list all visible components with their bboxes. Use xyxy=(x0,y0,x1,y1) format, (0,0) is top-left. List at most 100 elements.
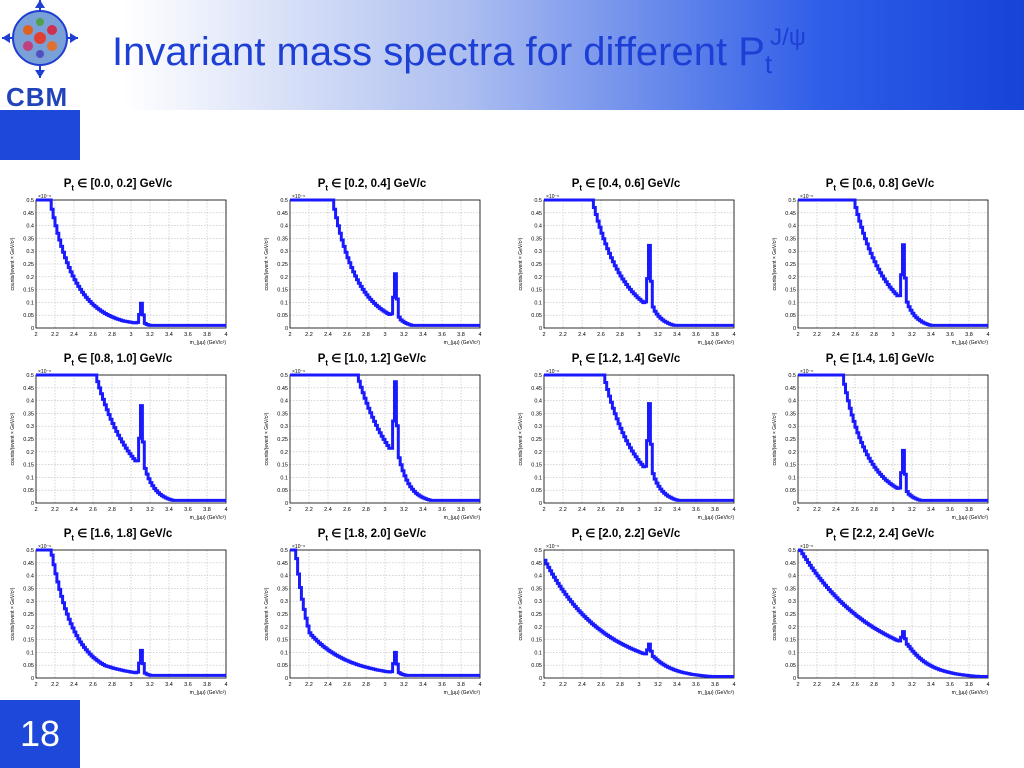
y-tick-label: 0.2 xyxy=(280,275,288,281)
y-tick-label: 0.45 xyxy=(785,561,796,567)
y-tick-label: 0.25 xyxy=(277,437,288,443)
y-tick-label: 0.5 xyxy=(280,373,288,379)
x-tick-label: 3.6 xyxy=(438,332,446,338)
x-tick-label: 2.6 xyxy=(343,332,351,338)
x-tick-label: 2.6 xyxy=(89,332,97,338)
cbm-logo: CBM xyxy=(0,0,80,112)
y-tick-label: 0.15 xyxy=(277,463,288,469)
spectrum-line xyxy=(544,373,734,502)
y-tick-label: 0 xyxy=(31,326,34,332)
spectrum-line xyxy=(544,558,734,678)
plot-title: Pt ∈ [2.0, 2.2] GeV/c xyxy=(571,528,681,543)
x-tick-label: 2.8 xyxy=(108,682,116,688)
x-tick-label: 2.8 xyxy=(362,507,370,513)
slide-title: Invariant mass spectra for different PtJ… xyxy=(112,24,806,80)
x-tick-label: 2.6 xyxy=(597,332,605,338)
x-tick-label: 2.2 xyxy=(51,332,59,338)
x-tick-label: 3.4 xyxy=(927,332,935,338)
x-axis-label: m_{μμ} (GeV/c²) xyxy=(952,515,989,521)
plot-svg: 2 2.2 2.4 2.6 2.8 3 3.2 3.4 3.6 3.8 4 0 0.05 0.1 0.15 0… xyxy=(264,544,482,696)
x-tick-label: 2.4 xyxy=(832,682,840,688)
spectrum-line xyxy=(36,373,226,502)
x-axis-label: m_{μμ} (GeV/c²) xyxy=(190,690,227,696)
plot-panel: Pt ∈ [0.2, 0.4] GeV/c 2 2.2 2.4 2.6 2.8 3 3.2 3.… xyxy=(262,176,482,351)
y-tick-label: 0.5 xyxy=(26,198,34,204)
x-tick-label: 2.6 xyxy=(597,507,605,513)
x-tick-label: 3.8 xyxy=(965,507,973,513)
x-tick-label: 2.8 xyxy=(362,332,370,338)
y-tick-label: 0.5 xyxy=(280,548,288,554)
plot-svg: 2 2.2 2.4 2.6 2.8 3 3.2 3.4 3.6 3.8 4 0 0.05 0.1 0.15 0… xyxy=(10,194,228,346)
y-tick-label: 0.1 xyxy=(788,475,796,481)
y-tick-label: 0.2 xyxy=(788,450,796,456)
y-axis-label: counts/(event × GeV/c²) xyxy=(772,412,778,465)
plot-frame xyxy=(289,549,481,679)
plot-panel: Pt ∈ [0.8, 1.0] GeV/c 2 2.2 2.4 2.6 2.8 3 3.2 3.… xyxy=(8,351,228,526)
x-tick-label: 2.6 xyxy=(851,682,859,688)
x-tick-label: 3.4 xyxy=(419,332,427,338)
y-tick-label: 0.4 xyxy=(280,399,288,405)
y-tick-label: 0 xyxy=(539,676,542,682)
plot-svg: 2 2.2 2.4 2.6 2.8 3 3.2 3.4 3.6 3.8 4 0 0.05 0.1 0.15 0… xyxy=(518,369,736,521)
x-tick-label: 3.2 xyxy=(654,507,662,513)
y-tick-label: 0.45 xyxy=(23,561,34,567)
x-tick-label: 3 xyxy=(383,507,386,513)
x-tick-label: 3 xyxy=(129,507,132,513)
y-tick-label: 0.45 xyxy=(277,211,288,217)
y-tick-label: 0.3 xyxy=(280,249,288,255)
y-tick-label: 0.25 xyxy=(531,437,542,443)
spectrum-line xyxy=(290,373,480,502)
y-tick-label: 0.25 xyxy=(531,262,542,268)
plot-frame xyxy=(797,199,989,329)
x-tick-label: 3.8 xyxy=(457,332,465,338)
plot-title: Pt ∈ [1.8, 2.0] GeV/c xyxy=(317,528,427,543)
plot-frame xyxy=(797,374,989,504)
exponent-label: ×10⁻⁶ xyxy=(546,369,559,375)
y-tick-label: 0.5 xyxy=(788,548,796,554)
x-tick-label: 4 xyxy=(224,507,227,513)
y-tick-label: 0.2 xyxy=(26,275,34,281)
slide-title-sub: t xyxy=(764,49,773,79)
y-tick-label: 0.1 xyxy=(26,300,34,306)
x-tick-label: 2.8 xyxy=(108,507,116,513)
x-axis-label: m_{μμ} (GeV/c²) xyxy=(444,690,481,696)
y-tick-label: 0.15 xyxy=(785,638,796,644)
y-tick-label: 0.5 xyxy=(534,198,542,204)
plot-title: Pt ∈ [2.2, 2.4] GeV/c xyxy=(825,528,935,543)
x-tick-label: 2.6 xyxy=(343,682,351,688)
y-tick-label: 0.1 xyxy=(534,300,542,306)
x-axis-label: m_{μμ} (GeV/c²) xyxy=(952,690,989,696)
x-tick-label: 2.6 xyxy=(89,507,97,513)
x-tick-label: 4 xyxy=(732,682,735,688)
y-tick-label: 0 xyxy=(793,501,796,507)
x-tick-label: 3.6 xyxy=(184,682,192,688)
x-tick-label: 2.6 xyxy=(343,507,351,513)
exponent-label: ×10⁻⁶ xyxy=(292,544,305,550)
x-tick-label: 3 xyxy=(129,332,132,338)
y-tick-label: 0.15 xyxy=(531,463,542,469)
x-tick-label: 3.8 xyxy=(711,507,719,513)
y-tick-label: 0.25 xyxy=(277,262,288,268)
plot-title: Pt ∈ [1.0, 1.2] GeV/c xyxy=(317,353,427,368)
x-tick-label: 2.4 xyxy=(832,332,840,338)
x-tick-label: 2 xyxy=(796,682,799,688)
x-axis-label: m_{μμ} (GeV/c²) xyxy=(698,690,735,696)
y-tick-label: 0.5 xyxy=(534,548,542,554)
x-tick-label: 3.2 xyxy=(908,682,916,688)
x-tick-label: 2 xyxy=(796,507,799,513)
y-tick-label: 0.15 xyxy=(277,288,288,294)
y-axis-label: counts/(event × GeV/c²) xyxy=(518,237,524,290)
y-tick-label: 0.2 xyxy=(788,625,796,631)
y-tick-label: 0.45 xyxy=(23,211,34,217)
x-tick-label: 3.8 xyxy=(203,332,211,338)
plot-frame xyxy=(543,374,735,504)
y-axis-label: counts/(event × GeV/c²) xyxy=(10,587,16,640)
spectrum-line xyxy=(290,198,480,327)
plot-title: Pt ∈ [0.8, 1.0] GeV/c xyxy=(63,353,173,368)
y-tick-label: 0 xyxy=(31,501,34,507)
y-tick-label: 0.1 xyxy=(26,650,34,656)
x-tick-label: 2.8 xyxy=(870,507,878,513)
x-tick-label: 2.2 xyxy=(305,332,313,338)
y-tick-label: 0.4 xyxy=(280,574,288,580)
x-tick-label: 2 xyxy=(542,682,545,688)
